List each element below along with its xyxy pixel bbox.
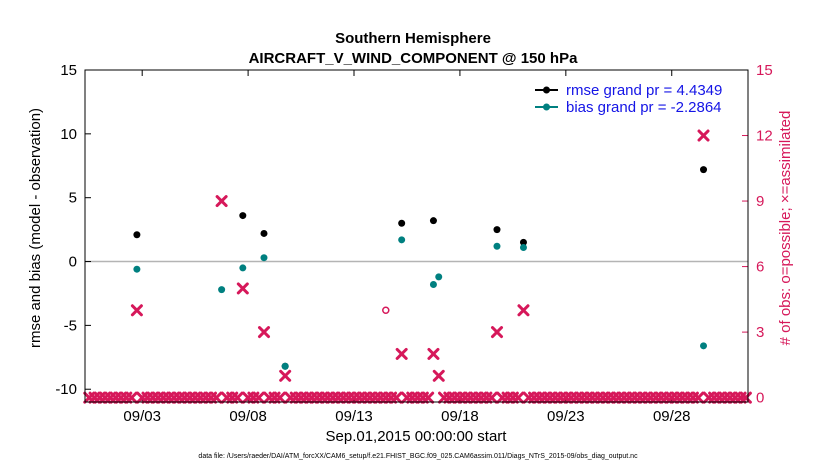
obs-zero-marker-stroke-b <box>422 391 435 404</box>
obs-possible-marker <box>382 306 390 315</box>
y-axis-label-right: # of obs: o=possible; ×=assimilated <box>777 111 794 346</box>
rmse-point <box>260 229 268 237</box>
obs-zero-marker-stroke-b <box>210 391 223 404</box>
rmse-point <box>398 219 406 227</box>
obs-zero-marker <box>422 391 435 404</box>
obs-assimilated-marker <box>432 369 445 382</box>
obs-zero-marker <box>231 391 244 404</box>
rmse-point <box>239 212 247 220</box>
bias-point <box>493 242 501 250</box>
y-tick-label-right: 12 <box>756 128 773 145</box>
obs-zero-marker-stroke-b <box>125 391 138 404</box>
obs-assimilated-marker-stroke-b <box>490 326 503 339</box>
rmse-point <box>133 231 141 239</box>
obs-zero-marker-stroke-b <box>692 391 705 404</box>
obs-assimilated-marker <box>279 369 292 382</box>
y-tick-label-right: 9 <box>756 193 764 210</box>
x-tick-label: 09/13 <box>335 408 373 425</box>
data-file-footnote: data file: /Users/raeder/DAI/ATM_forcXX/… <box>198 453 638 460</box>
obs-zero-marker-stroke-b <box>512 391 525 404</box>
bias-point <box>429 281 437 289</box>
y-tick-label-right: 3 <box>756 324 764 341</box>
rmse-point <box>429 217 437 225</box>
obs-zero-marker <box>125 391 138 404</box>
legend: rmse grand pr = 4.4349 bias grand pr = -… <box>535 82 722 116</box>
obs-assimilated-marker <box>257 326 270 339</box>
y-tick-label-right: 15 <box>756 62 773 79</box>
obs-zero-marker <box>210 391 223 404</box>
x-tick-label: 09/18 <box>441 408 479 425</box>
obs-assimilated-marker-stroke-b <box>236 282 249 295</box>
obs-assimilated-marker <box>236 282 249 295</box>
y-tick-label-left: 5 <box>69 190 77 207</box>
obs-zero-marker <box>390 391 403 404</box>
x-tick-label: 09/03 <box>123 408 161 425</box>
obs-zero-marker-stroke-b <box>485 391 498 404</box>
bias-point <box>239 264 247 272</box>
y-tick-label-left: 0 <box>69 254 77 271</box>
legend-rmse-label: rmse grand pr = 4.4349 <box>566 82 722 99</box>
obs-assimilated-marker-stroke-b <box>279 369 292 382</box>
legend-bias-label: bias grand pr = -2.2864 <box>566 99 722 116</box>
bias-point <box>281 362 289 370</box>
obs-zero-marker <box>739 391 752 404</box>
bias-point <box>218 286 226 294</box>
obs-assimilated-marker <box>517 304 530 317</box>
obs-zero-marker-stroke-b <box>231 391 244 404</box>
bias-point <box>398 236 406 244</box>
obs-assimilated-marker <box>427 347 440 360</box>
obs-assimilated-marker-stroke-b <box>257 326 270 339</box>
bias-point <box>435 273 443 281</box>
y-tick-label-right: 0 <box>756 390 764 407</box>
x-tick-label: 09/28 <box>653 408 691 425</box>
obs-zero-marker <box>252 391 265 404</box>
y-tick-label-left: 15 <box>60 62 77 79</box>
obs-assimilated-marker-stroke-b <box>395 347 408 360</box>
obs-assimilated-marker-stroke-b <box>427 347 440 360</box>
obs-assimilated-marker-stroke-b <box>697 129 710 142</box>
obs-zero-marker-stroke-b <box>390 391 403 404</box>
legend-rmse-marker <box>543 86 550 94</box>
plot-area <box>83 69 752 404</box>
obs-assimilated-marker <box>395 347 408 360</box>
obs-assimilated-marker-stroke-b <box>215 195 228 208</box>
legend-bias-marker <box>543 103 550 111</box>
rmse-point <box>519 238 527 246</box>
obs-assimilated-marker <box>490 326 503 339</box>
obs-zero-marker-stroke-b <box>273 391 286 404</box>
obs-assimilated-marker <box>130 304 143 317</box>
obs-assimilated-marker <box>697 129 710 142</box>
obs-zero-marker <box>512 391 525 404</box>
obs-zero-marker-stroke-b <box>252 391 265 404</box>
x-axis-label: Sep.01,2015 00:00:00 start <box>326 428 508 445</box>
bias-point <box>519 243 527 251</box>
plot-frame <box>84 69 749 403</box>
bias-point <box>700 342 708 350</box>
obs-assimilated-marker-stroke-b <box>432 369 445 382</box>
obs-assimilated-marker-stroke-b <box>130 304 143 317</box>
y-tick-label-left: 10 <box>60 126 77 143</box>
obs-zero-marker <box>273 391 286 404</box>
bias-point <box>260 254 268 262</box>
rmse-point <box>493 226 501 234</box>
y-tick-label-right: 6 <box>756 259 764 276</box>
rmse-point <box>700 166 708 174</box>
bias-point <box>133 265 141 273</box>
obs-zero-marker <box>485 391 498 404</box>
chart-title-line2: AIRCRAFT_V_WIND_COMPONENT @ 150 hPa <box>249 50 579 67</box>
x-tick-label: 09/08 <box>229 408 267 425</box>
x-tick-label: 09/23 <box>547 408 585 425</box>
chart-title-line1: Southern Hemisphere <box>335 30 491 47</box>
obs-assimilated-marker-stroke-b <box>517 304 530 317</box>
obs-zero-marker-stroke-b <box>739 391 752 404</box>
y-tick-label-left: -10 <box>55 381 77 398</box>
y-tick-label-left: -5 <box>64 317 77 334</box>
y-axis-label-left: rmse and bias (model - observation) <box>27 108 44 348</box>
obs-assimilated-marker <box>215 195 228 208</box>
obs-zero-marker <box>692 391 705 404</box>
